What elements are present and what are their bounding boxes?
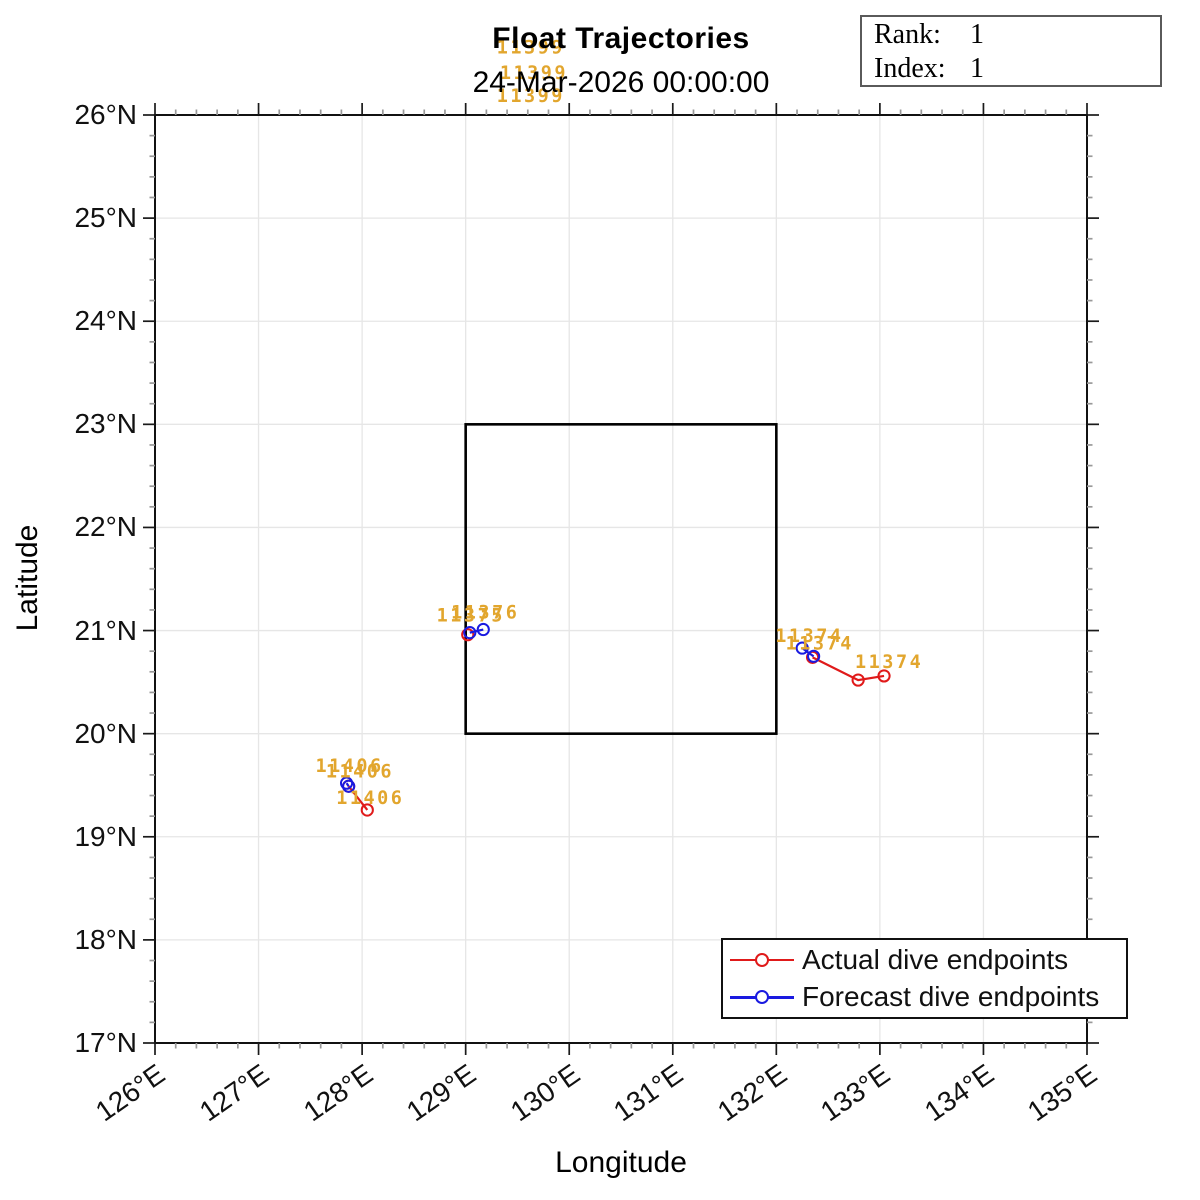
index-value: 1 (970, 53, 984, 84)
legend-label-forecast: Forecast dive endpoints (802, 981, 1100, 1013)
actual-endpoint-marker (851, 673, 865, 687)
float-id-label: 11376 (451, 602, 519, 623)
forecast-endpoint-marker (795, 641, 809, 655)
float-id-label: 11374 (855, 652, 923, 673)
actual-endpoint-line (812, 656, 885, 682)
legend: Actual dive endpoints Forecast dive endp… (721, 938, 1128, 1019)
chart-subtitle: 24-Mar-2026 00:00:00 (472, 66, 770, 99)
y-tick-label: 21°N (74, 614, 137, 646)
axes-border (154, 114, 1088, 1044)
forecast-endpoint-marker (476, 622, 490, 637)
forecast-endpoint-line (469, 628, 484, 634)
forecast-endpoint-line (345, 782, 350, 787)
actual-endpoint-marker (877, 669, 891, 683)
actual-endpoint-marker (461, 628, 475, 642)
float-id-label: 11406 (326, 761, 394, 782)
float-id-label: 11399 (497, 37, 565, 58)
x-axis-label: Longitude (555, 1146, 687, 1179)
float-id-label: 11406 (316, 756, 384, 777)
y-tick-label: 17°N (74, 1027, 137, 1058)
forecast-endpoint-marker (807, 649, 821, 663)
chart-title: Float Trajectories (492, 22, 750, 55)
legend-label-actual: Actual dive endpoints (802, 943, 1069, 975)
y-tick-label: 20°N (74, 717, 137, 749)
index-row: Index: 1 (874, 52, 1160, 86)
y-tick-label: 23°N (74, 408, 137, 440)
forecast-endpoint-line (801, 647, 815, 658)
y-tick-label: 25°N (74, 202, 137, 234)
rank-index-box: Rank: 1 Index: 1 (860, 15, 1162, 87)
rank-value: 1 (970, 19, 984, 50)
legend-item-forecast: Forecast dive endpoints (730, 979, 1126, 1015)
legend-item-actual: Actual dive endpoints (730, 942, 1126, 978)
region-box (464, 423, 778, 735)
actual-endpoint-marker (360, 803, 374, 817)
y-tick-label: 19°N (74, 820, 137, 852)
float-id-label: 11399 (497, 86, 565, 107)
y-tick-label: 18°N (74, 923, 137, 955)
forecast-endpoint-marker (342, 779, 356, 793)
forecast-line-marker-icon (730, 989, 794, 1005)
forecast-endpoint-marker (463, 626, 477, 640)
float-id-label: 11399 (500, 63, 568, 84)
actual-line-marker-icon (730, 952, 794, 968)
y-tick-label: 22°N (74, 511, 137, 543)
y-tick-label: 26°N (74, 99, 137, 130)
index-label: Index: (874, 53, 946, 84)
rank-label: Rank: (874, 19, 941, 50)
y-tick-label: 24°N (74, 305, 137, 337)
float-id-label: 11374 (775, 626, 843, 647)
float-id-label: 11375 (437, 606, 505, 627)
rank-row: Rank: 1 (874, 18, 1160, 52)
y-axis-label: Latitude (11, 524, 44, 632)
float-id-label: 11406 (336, 788, 404, 809)
float-id-label: 11374 (786, 633, 854, 654)
